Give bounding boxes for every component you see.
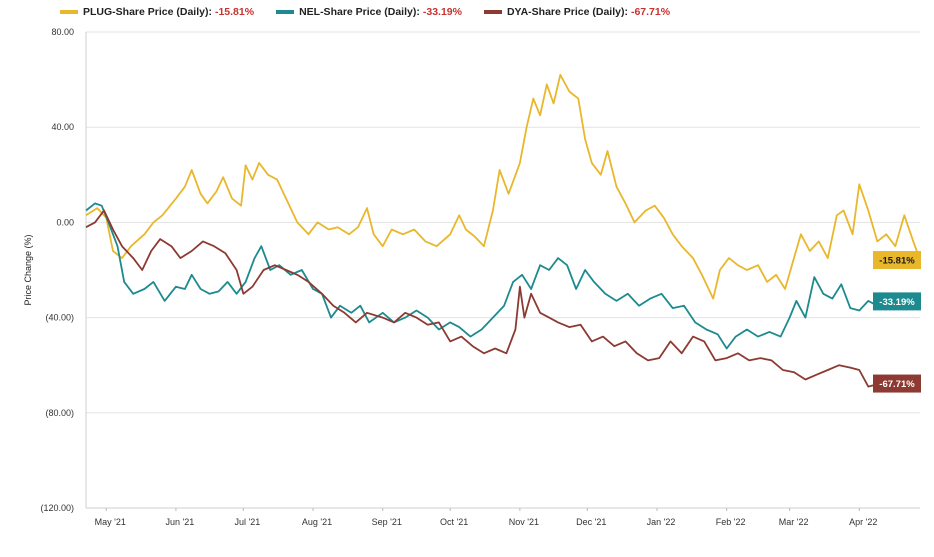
chart-legend: PLUG-Share Price (Daily): -15.81% NEL-Sh… xyxy=(60,5,670,19)
end-label-box-1 xyxy=(873,292,921,311)
y-tick-label: 80.00 xyxy=(51,27,74,37)
legend-swatch-dya xyxy=(483,10,502,14)
x-tick-label: Apr '22 xyxy=(849,517,877,527)
legend-item-dya: DYA-Share Price (Daily): -67.71% xyxy=(483,6,671,18)
legend-label-dya: DYA-Share Price (Daily): xyxy=(506,6,628,18)
x-tick-label: Dec '21 xyxy=(576,517,606,527)
x-tick-label: Jan '22 xyxy=(647,517,676,527)
legend-swatch-nel xyxy=(276,10,295,14)
legend-label-plug: PLUG-Share Price (Daily): xyxy=(83,6,212,18)
y-tick-label: (40.00) xyxy=(45,313,74,323)
legend-swatch-plug xyxy=(60,10,78,14)
legend-label-nel: NEL-Share Price (Daily): xyxy=(299,6,420,18)
x-tick-label: Oct '21 xyxy=(440,517,468,527)
x-tick-label: Sep '21 xyxy=(372,517,402,527)
end-label-2: -67.71% xyxy=(879,379,915,390)
x-tick-label: Mar '22 xyxy=(779,517,809,527)
end-label-1: -33.19% xyxy=(879,297,915,308)
series-line-1 xyxy=(85,202,921,350)
legend-item-nel: NEL-Share Price (Daily): -33.19% xyxy=(276,6,462,18)
x-tick-label: Jul '21 xyxy=(234,517,260,527)
series-line-0 xyxy=(85,73,921,300)
end-label-box-2 xyxy=(873,374,921,393)
y-axis-title: Price Change (%) xyxy=(23,234,33,305)
y-tick-label: 0.00 xyxy=(56,217,74,227)
legend-value-dya: -67.71% xyxy=(630,6,671,18)
y-tick-label: 40.00 xyxy=(51,122,74,132)
end-label-0: -15.81% xyxy=(879,256,915,267)
y-tick-label: (80.00) xyxy=(45,408,74,418)
legend-value-plug: -15.81% xyxy=(214,6,255,18)
x-tick-label: Aug '21 xyxy=(302,517,332,527)
x-tick-label: May '21 xyxy=(95,517,126,527)
legend-value-nel: -33.19% xyxy=(422,6,462,18)
legend-item-plug: PLUG-Share Price (Daily): -15.81% xyxy=(60,6,254,18)
x-tick-label: Jun '21 xyxy=(166,517,195,527)
x-tick-label: Feb '22 xyxy=(716,517,746,527)
end-label-box-0 xyxy=(873,251,921,270)
y-tick-label: (120.00) xyxy=(40,503,74,513)
series-line-2 xyxy=(85,209,921,388)
x-tick-label: Nov '21 xyxy=(509,517,539,527)
